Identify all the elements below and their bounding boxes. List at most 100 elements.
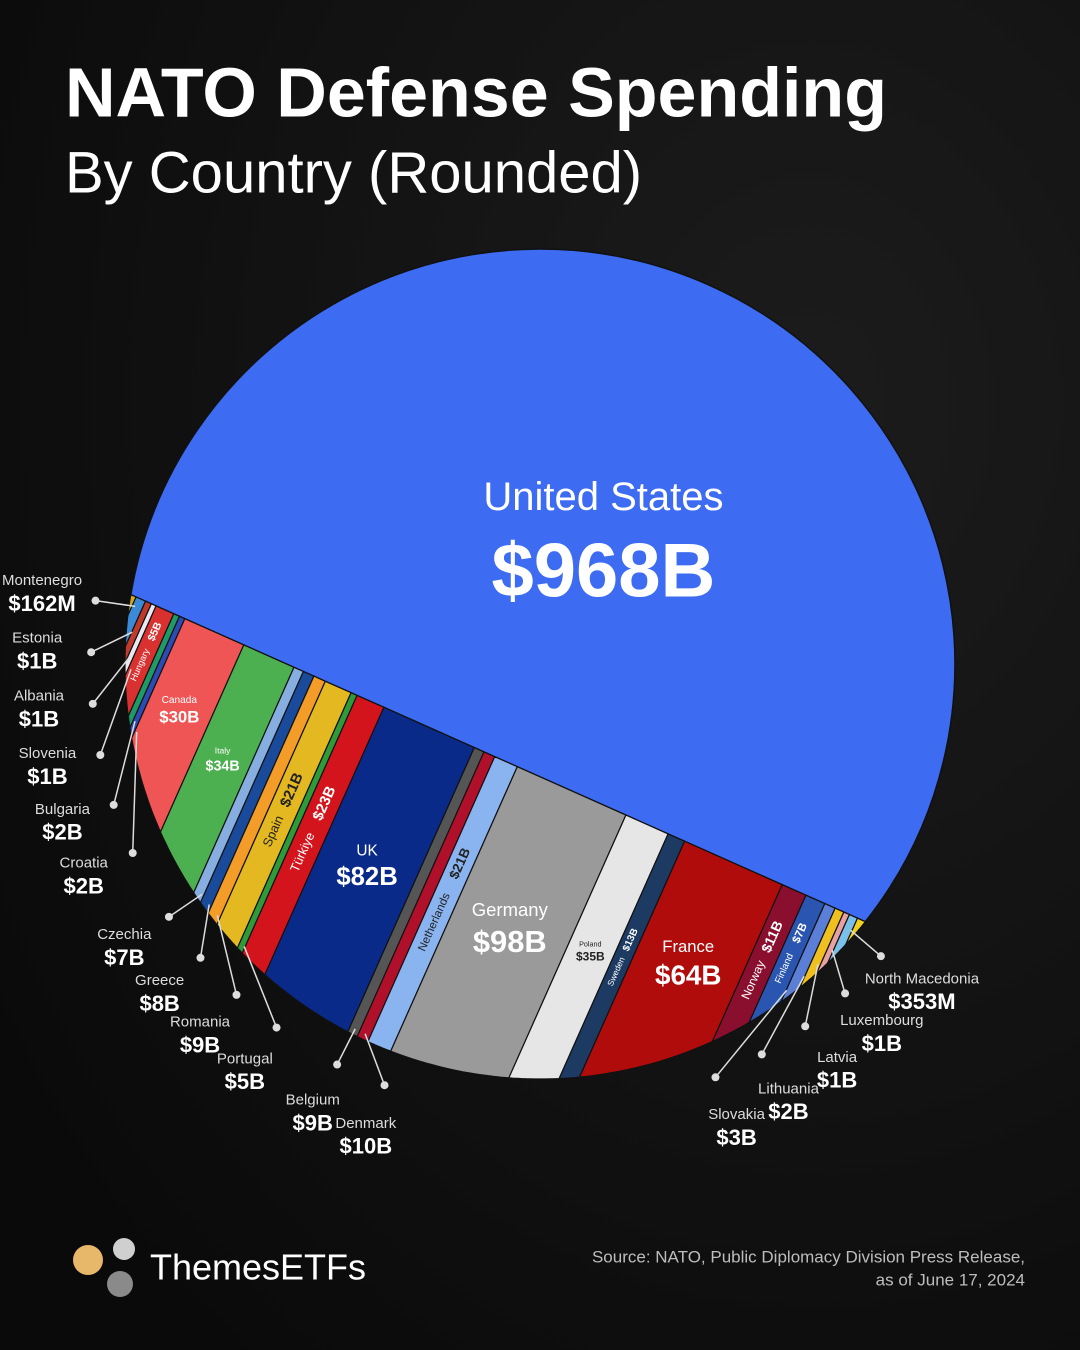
logo-dot xyxy=(113,1238,135,1260)
value-label: $98B xyxy=(473,924,547,959)
outside-label: Slovenia xyxy=(19,745,77,762)
leader-dot xyxy=(91,596,100,605)
source-note: as of June 17, 2024 xyxy=(876,1270,1025,1289)
leader-line xyxy=(850,929,882,957)
cell-label: UK xyxy=(356,842,378,859)
outside-value: $1B xyxy=(27,764,67,789)
outside-label: Croatia xyxy=(60,855,109,872)
logo-dot xyxy=(73,1245,103,1275)
leader-line xyxy=(216,915,238,996)
logo-dot xyxy=(107,1271,133,1297)
cell-label: United States xyxy=(483,475,723,519)
cell xyxy=(508,814,669,1080)
outside-label: Albania xyxy=(14,688,65,705)
brand: ThemesETFs xyxy=(150,1247,366,1288)
outside-value: $5B xyxy=(225,1069,265,1094)
outside-value: $9B xyxy=(293,1111,333,1136)
cell xyxy=(129,248,956,923)
leader-line xyxy=(364,1033,386,1086)
leader-line xyxy=(804,963,819,1027)
leader-dot xyxy=(380,1081,389,1090)
outside-value: $9B xyxy=(180,1032,220,1057)
cell-label: Canada xyxy=(162,695,198,706)
leader-dot xyxy=(196,953,205,962)
leader-line xyxy=(336,1028,356,1065)
leader-line xyxy=(92,654,132,705)
outside-label: Luxembourg xyxy=(840,1012,923,1029)
cell xyxy=(131,617,245,834)
chart-subtitle: By Country (Rounded) xyxy=(65,140,642,205)
outside-label: Romania xyxy=(170,1014,231,1031)
cell xyxy=(356,751,496,1043)
cell xyxy=(241,694,385,976)
leader-line xyxy=(243,946,278,1028)
leader-dot xyxy=(96,750,105,759)
outside-value: $1B xyxy=(17,649,57,674)
leader-line xyxy=(714,989,788,1078)
outside-value: $3B xyxy=(716,1125,756,1150)
leader-dot xyxy=(711,1073,720,1082)
cell xyxy=(264,706,476,1033)
leader-dot xyxy=(164,912,173,921)
cell-label: Germany xyxy=(472,899,549,920)
outside-label: Montenegro xyxy=(2,572,82,589)
cell xyxy=(815,911,851,974)
outside-value: $8B xyxy=(139,991,179,1016)
leader-line xyxy=(761,975,805,1055)
outside-value: $2B xyxy=(768,1099,808,1124)
outside-label: Latvia xyxy=(817,1049,858,1066)
leader-dot xyxy=(841,989,850,998)
leader-dot xyxy=(876,952,885,961)
outside-value: $2B xyxy=(64,874,104,899)
cell-label: Poland xyxy=(579,939,601,948)
cell xyxy=(578,840,783,1078)
cell xyxy=(779,902,836,1004)
cell xyxy=(207,675,327,926)
value-label: $35B xyxy=(576,949,605,963)
cell-label: Italy xyxy=(215,746,231,756)
leader-line xyxy=(831,949,846,994)
leader-line xyxy=(112,720,136,806)
outside-label: Slovakia xyxy=(708,1106,765,1123)
outside-label: Czechia xyxy=(97,926,152,943)
outside-value: $7B xyxy=(104,945,144,970)
outside-value: $162M xyxy=(8,591,75,616)
outside-label: Estonia xyxy=(12,630,63,647)
value-label: $64B xyxy=(655,959,721,990)
outside-value: $10B xyxy=(340,1134,393,1159)
leader-dot xyxy=(757,1050,766,1059)
outside-label: Portugal xyxy=(217,1050,273,1067)
cell xyxy=(827,913,859,964)
cells xyxy=(124,248,956,1080)
leader-dot xyxy=(801,1022,810,1031)
leader-dot xyxy=(128,848,137,857)
leader-line xyxy=(99,669,132,756)
leader-dot xyxy=(109,800,118,809)
outside-label: Bulgaria xyxy=(35,801,91,818)
cell xyxy=(389,765,627,1079)
source-note: Source: NATO, Public Diplomacy Division … xyxy=(592,1247,1025,1266)
leader-line xyxy=(168,893,203,918)
leader-dot xyxy=(232,990,241,999)
value-label: $30B xyxy=(159,707,199,726)
leader-line xyxy=(131,731,138,854)
outside-value: $1B xyxy=(862,1031,902,1056)
leader-line xyxy=(95,599,136,608)
leader-line xyxy=(199,904,210,958)
leader-dot xyxy=(87,648,96,657)
chart-title: NATO Defense Spending xyxy=(65,53,887,131)
outside-label: North Macedonia xyxy=(865,970,980,987)
cell xyxy=(367,755,519,1052)
cell xyxy=(711,883,807,1043)
outside-value: $353M xyxy=(888,989,955,1014)
outside-value: $1B xyxy=(19,706,59,731)
value-label: $34B xyxy=(206,758,240,774)
outside-value: $2B xyxy=(42,820,82,845)
outside-value: $1B xyxy=(817,1068,857,1093)
value-label: $82B xyxy=(336,863,397,891)
cell xyxy=(747,894,826,1024)
outside-label: Belgium xyxy=(286,1092,340,1109)
value-label: $968B xyxy=(491,529,715,614)
